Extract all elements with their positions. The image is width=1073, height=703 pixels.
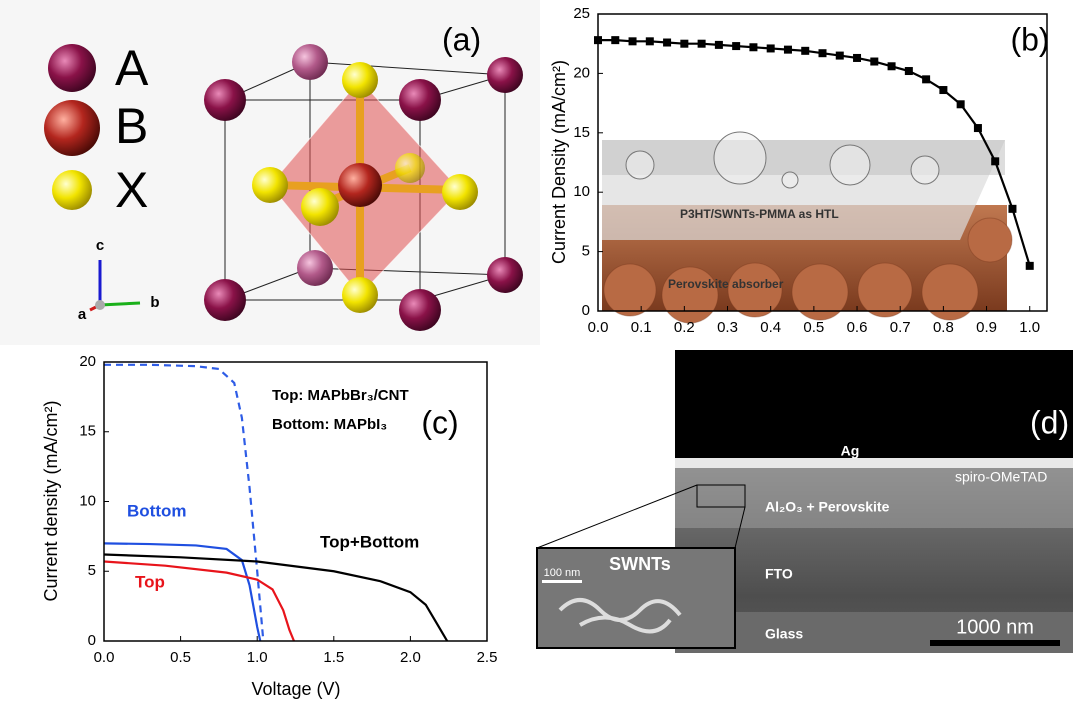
- axis-name: a: [78, 306, 87, 323]
- device-illustration: [602, 132, 1012, 323]
- zoom-line: [537, 485, 697, 548]
- x-tick-label: 0.5: [803, 319, 824, 336]
- x-tick-label: 0.2: [674, 319, 695, 336]
- y-axis-label: Current density (mA/cm²): [41, 400, 61, 601]
- x-tick-label: 1.0: [247, 649, 268, 666]
- x-tick-label: 0.3: [717, 319, 738, 336]
- panel-label: (b): [1010, 21, 1049, 57]
- legend-sphere: [44, 100, 100, 156]
- x-tick-label: 0.0: [94, 649, 115, 666]
- marker: [680, 40, 688, 48]
- marker: [939, 86, 947, 94]
- annotation: P3HT/SWNTs-PMMA as HTL: [680, 207, 839, 221]
- marker: [611, 36, 619, 44]
- annotation: Top: MAPbBr₃/CNT: [272, 387, 409, 404]
- y-tick-label: 5: [88, 562, 96, 579]
- ag-layer: [675, 458, 1073, 468]
- marker: [784, 46, 792, 54]
- marker: [1026, 262, 1034, 270]
- x-tick-label: 0.4: [760, 319, 781, 336]
- x-tick-label: 0.6: [847, 319, 868, 336]
- marker: [836, 52, 844, 60]
- x-tick-label: 1.0: [1019, 319, 1040, 336]
- y-tick-label: 0: [88, 632, 96, 649]
- x-tick-label: 2.0: [400, 649, 421, 666]
- layer-label: Glass: [765, 626, 803, 642]
- marker: [1008, 205, 1016, 213]
- inset-title: SWNTs: [609, 554, 671, 574]
- panel-a: A B X (a) c a b: [0, 0, 540, 345]
- marker: [888, 62, 896, 70]
- x-axis-label: Voltage (V): [777, 351, 866, 371]
- x-tick-label: 2.5: [477, 649, 498, 666]
- y-axis-label: Current Density (mA/cm²): [549, 60, 569, 264]
- scale-bar-label: 1000 nm: [956, 616, 1034, 638]
- figure: A B X (a) c a b (d) Ag spiro-OMeTAD Al₂O…: [0, 0, 1073, 703]
- legend-label: X: [115, 162, 148, 218]
- y-tick-label: 25: [573, 5, 590, 22]
- marker: [991, 157, 999, 165]
- marker: [732, 42, 740, 50]
- annotation: Bottom: MAPbI₃: [272, 416, 387, 433]
- panel-d: (d) Ag spiro-OMeTAD Al₂O₃ + Perovskite F…: [537, 350, 1073, 653]
- series-label: Top+Bottom: [320, 532, 419, 551]
- marker: [663, 39, 671, 47]
- x-tick-label: 0.7: [890, 319, 911, 336]
- marker: [922, 75, 930, 83]
- y-tick-label: 10: [573, 183, 590, 200]
- x-tick-label: 0.8: [933, 319, 954, 336]
- legend-label: B: [115, 98, 148, 154]
- y-tick-label: 20: [573, 64, 590, 81]
- scale-bar: [930, 640, 1060, 646]
- series-label: Top: [135, 572, 165, 591]
- marker: [749, 43, 757, 51]
- y-tick-label: 5: [582, 243, 590, 260]
- y-tick-label: 15: [573, 124, 590, 141]
- marker: [698, 40, 706, 48]
- marker: [767, 44, 775, 52]
- layer-label: FTO: [765, 566, 793, 582]
- y-tick-label: 15: [79, 423, 96, 440]
- marker: [646, 37, 654, 45]
- layer-label: Al₂O₃ + Perovskite: [765, 499, 890, 515]
- legend-sphere: [52, 170, 92, 210]
- marker: [629, 37, 637, 45]
- x-tick-label: 1.5: [323, 649, 344, 666]
- inset-scale-bar: [542, 580, 582, 583]
- series-label: Bottom: [127, 501, 186, 520]
- layer-label: Ag: [841, 443, 860, 459]
- y-tick-label: 20: [79, 353, 96, 370]
- atom-b: [338, 163, 382, 207]
- marker: [801, 47, 809, 55]
- x-tick-label: 0.5: [170, 649, 191, 666]
- layer-label: spiro-OMeTAD: [955, 469, 1047, 485]
- marker: [957, 100, 965, 108]
- x-tick-label: 0.1: [631, 319, 652, 336]
- y-tick-label: 0: [582, 302, 590, 319]
- marker: [905, 67, 913, 75]
- marker: [974, 124, 982, 132]
- marker: [853, 54, 861, 62]
- marker: [715, 41, 723, 49]
- x-tick-label: 0.9: [976, 319, 997, 336]
- panel-label: (d): [1030, 404, 1069, 440]
- inset-scale-label: 100 nm: [544, 567, 581, 579]
- axis-name: b: [150, 294, 159, 311]
- legend-sphere: [48, 44, 96, 92]
- annotation: Perovskite absorber: [668, 277, 784, 291]
- marker: [870, 58, 878, 66]
- panel-label: (a): [442, 21, 481, 57]
- x-tick-label: 0.0: [588, 319, 609, 336]
- x-axis-label: Voltage (V): [251, 679, 340, 699]
- legend-label: A: [115, 40, 149, 96]
- y-tick-label: 10: [79, 492, 96, 509]
- axis-name: c: [96, 237, 104, 254]
- marker: [819, 49, 827, 57]
- panel-label: (c): [421, 404, 458, 440]
- series-line: [104, 561, 294, 641]
